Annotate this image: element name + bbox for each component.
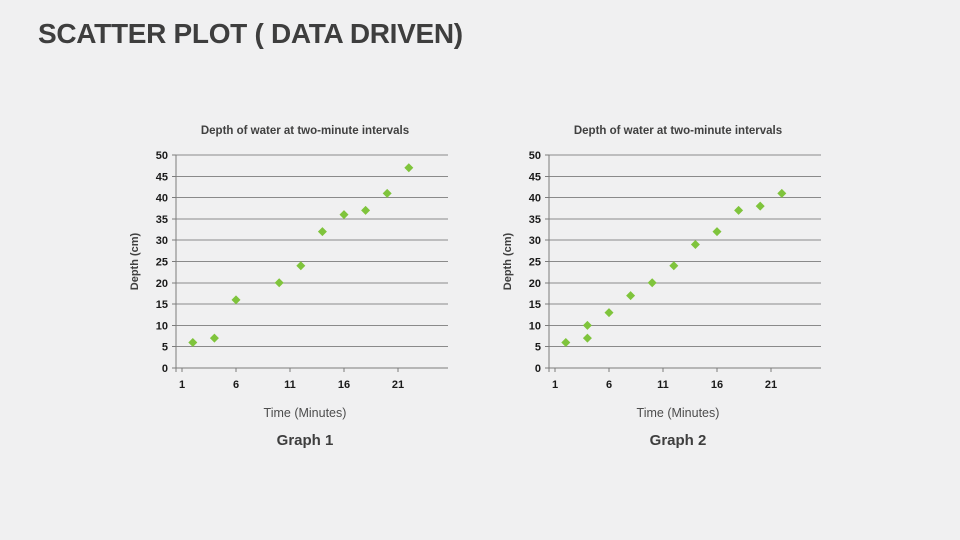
data-point <box>188 337 198 347</box>
chart-graph-2: Depth of water at two-minute intervals 0… <box>503 122 853 472</box>
data-point <box>404 163 414 173</box>
chart-caption: Graph 2 <box>649 432 707 449</box>
chart-graph-1: Depth of water at two-minute intervals 0… <box>130 122 480 472</box>
y-axis-label: Depth (cm) <box>130 232 141 290</box>
data-point <box>604 308 614 318</box>
y-axis-label: Depth (cm) <box>503 232 514 290</box>
data-point <box>382 188 392 198</box>
chart-title: Depth of water at two-minute intervals <box>200 125 410 137</box>
x-tick-label: 11 <box>284 379 296 391</box>
data-point <box>317 227 327 237</box>
data-point <box>296 261 306 271</box>
y-tick-label: 5 <box>535 342 541 354</box>
x-axis-label: Time (Minutes) <box>636 406 720 420</box>
x-tick-label: 16 <box>338 379 350 391</box>
data-point <box>339 210 349 220</box>
y-tick-label: 40 <box>529 193 541 205</box>
x-tick-label: 21 <box>765 379 777 391</box>
y-tick-label: 15 <box>529 299 541 311</box>
chart-caption: Graph 1 <box>276 432 334 449</box>
y-tick-label: 45 <box>156 171 168 183</box>
data-point <box>582 333 592 343</box>
y-tick-label: 50 <box>529 150 541 162</box>
y-tick-label: 40 <box>156 193 168 205</box>
x-tick-label: 11 <box>657 379 669 391</box>
y-tick-label: 10 <box>156 320 168 332</box>
x-axis-label: Time (Minutes) <box>263 406 347 420</box>
y-tick-label: 0 <box>535 363 541 375</box>
data-point <box>777 188 787 198</box>
data-point <box>561 337 571 347</box>
x-tick-label: 6 <box>606 379 612 391</box>
chart-title: Depth of water at two-minute intervals <box>573 125 783 137</box>
data-point <box>361 205 371 215</box>
data-point <box>582 320 592 330</box>
y-tick-label: 45 <box>529 171 541 183</box>
data-point <box>669 261 679 271</box>
y-tick-label: 25 <box>156 256 168 268</box>
data-point <box>734 205 744 215</box>
data-point <box>274 278 284 288</box>
data-point <box>755 201 765 211</box>
y-tick-label: 20 <box>529 278 541 290</box>
y-tick-label: 25 <box>529 256 541 268</box>
y-tick-label: 5 <box>162 342 168 354</box>
page-title: SCATTER PLOT ( DATA DRIVEN) <box>38 18 463 49</box>
x-tick-label: 1 <box>552 379 558 391</box>
data-point <box>690 239 700 249</box>
data-point <box>209 333 219 343</box>
data-point <box>647 278 657 288</box>
y-tick-label: 10 <box>529 320 541 332</box>
x-tick-label: 6 <box>233 379 239 391</box>
y-tick-label: 35 <box>156 214 168 226</box>
x-tick-label: 1 <box>179 379 185 391</box>
x-tick-label: 16 <box>711 379 723 391</box>
y-tick-label: 30 <box>529 235 541 247</box>
y-tick-label: 0 <box>162 363 168 375</box>
y-tick-label: 20 <box>156 278 168 290</box>
data-point <box>712 227 722 237</box>
y-tick-label: 30 <box>156 235 168 247</box>
y-tick-label: 50 <box>156 150 168 162</box>
x-tick-label: 21 <box>392 379 404 391</box>
y-tick-label: 15 <box>156 299 168 311</box>
y-tick-label: 35 <box>529 214 541 226</box>
data-point <box>231 295 241 305</box>
data-point <box>626 291 636 301</box>
